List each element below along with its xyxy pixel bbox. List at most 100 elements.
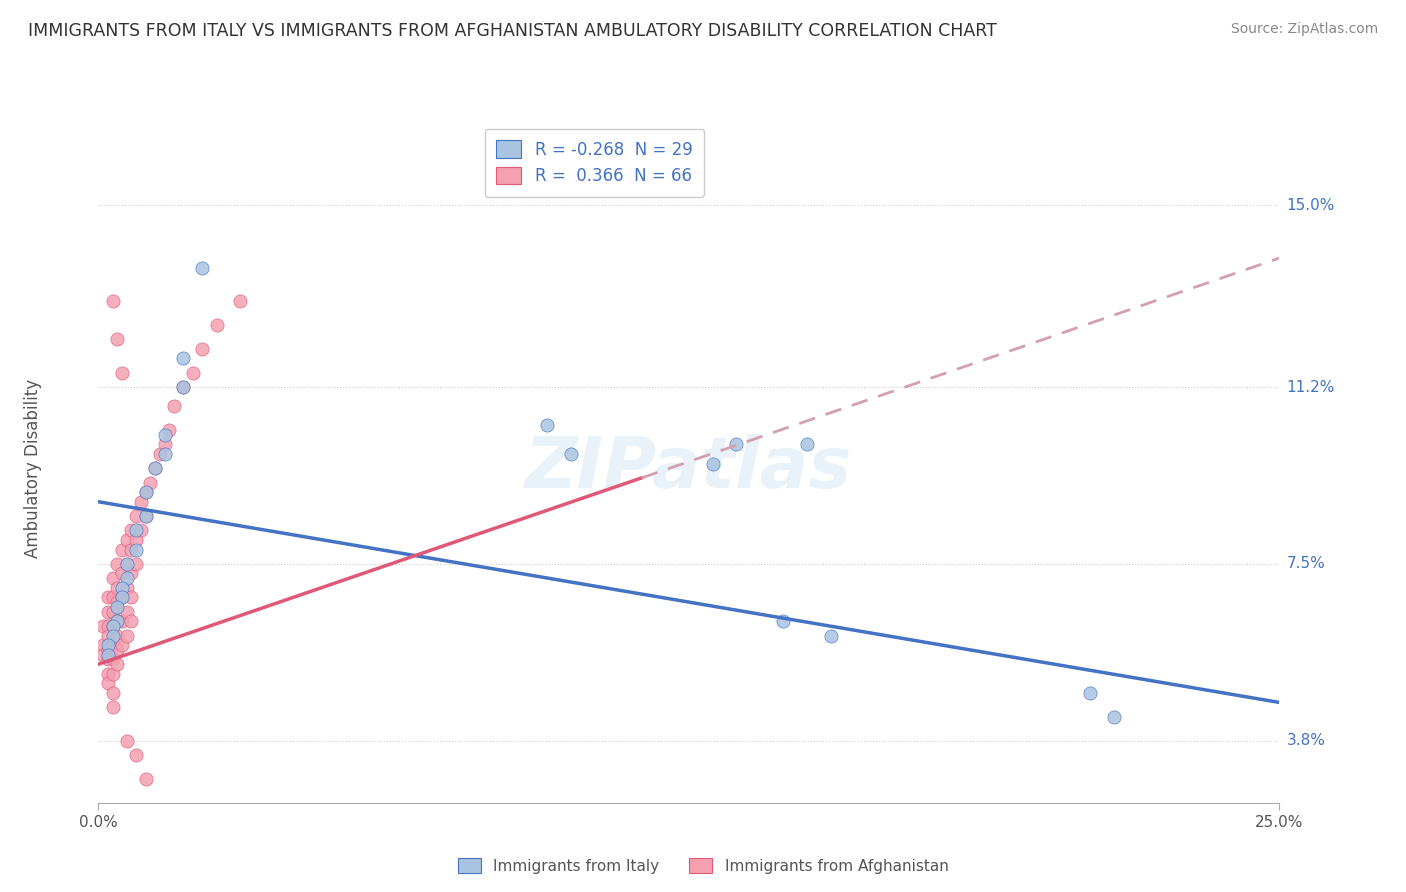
Legend: R = -0.268  N = 29, R =  0.366  N = 66: R = -0.268 N = 29, R = 0.366 N = 66	[485, 128, 704, 197]
Point	[1080, 686, 1102, 700]
Point	[105, 599, 128, 614]
Point	[115, 733, 138, 747]
Point	[101, 619, 124, 633]
Point	[820, 628, 842, 642]
Legend: Immigrants from Italy, Immigrants from Afghanistan: Immigrants from Italy, Immigrants from A…	[451, 852, 955, 880]
Point	[101, 619, 124, 633]
Text: Ambulatory Disability: Ambulatory Disability	[24, 379, 42, 558]
Point	[135, 485, 157, 500]
Point	[105, 595, 128, 609]
Text: IMMIGRANTS FROM ITALY VS IMMIGRANTS FROM AFGHANISTAN AMBULATORY DISABILITY CORRE: IMMIGRANTS FROM ITALY VS IMMIGRANTS FROM…	[28, 22, 997, 40]
Point	[191, 260, 214, 275]
Point	[105, 581, 128, 595]
Point	[163, 399, 186, 413]
Point	[135, 772, 157, 786]
Point	[121, 591, 143, 605]
Point	[101, 652, 124, 666]
Point	[115, 557, 138, 571]
Text: 11.2%: 11.2%	[1286, 380, 1334, 394]
Point	[125, 524, 148, 538]
Point	[121, 542, 143, 557]
Point	[105, 614, 128, 628]
Text: 15.0%: 15.0%	[1286, 198, 1334, 213]
Point	[105, 628, 128, 642]
Point	[135, 485, 157, 500]
Text: ZIPatlas: ZIPatlas	[526, 434, 852, 503]
Point	[101, 638, 124, 652]
Point	[143, 461, 166, 475]
Point	[702, 457, 724, 471]
Point	[229, 294, 252, 309]
Point	[115, 557, 138, 571]
Point	[97, 666, 120, 681]
Point	[91, 648, 114, 662]
Point	[121, 614, 143, 628]
Point	[97, 648, 120, 662]
Point	[172, 380, 194, 394]
Point	[125, 509, 148, 524]
Point	[191, 342, 214, 356]
Point	[97, 605, 120, 619]
Point	[111, 591, 134, 605]
Point	[115, 533, 138, 547]
Point	[139, 475, 162, 490]
Point	[111, 566, 134, 581]
Point	[115, 571, 138, 585]
Point	[172, 380, 194, 394]
Point	[153, 447, 176, 461]
Point	[129, 494, 152, 508]
Point	[181, 366, 204, 380]
Point	[105, 614, 128, 628]
Point	[205, 318, 228, 332]
Point	[536, 418, 558, 433]
Point	[101, 666, 124, 681]
Point	[157, 423, 180, 437]
Point	[111, 542, 134, 557]
Text: Source: ZipAtlas.com: Source: ZipAtlas.com	[1230, 22, 1378, 37]
Point	[121, 566, 143, 581]
Point	[91, 619, 114, 633]
Point	[101, 571, 124, 585]
Point	[125, 533, 148, 547]
Point	[101, 700, 124, 714]
Point	[796, 437, 818, 451]
Point	[97, 591, 120, 605]
Point	[115, 581, 138, 595]
Point	[125, 557, 148, 571]
Point	[1102, 710, 1125, 724]
Point	[125, 542, 148, 557]
Point	[172, 351, 194, 366]
Point	[97, 676, 120, 690]
Point	[111, 366, 134, 380]
Point	[135, 509, 157, 524]
Point	[105, 657, 128, 672]
Point	[115, 605, 138, 619]
Point	[149, 447, 172, 461]
Point	[129, 524, 152, 538]
Point	[111, 591, 134, 605]
Text: 3.8%: 3.8%	[1286, 733, 1326, 748]
Point	[97, 619, 120, 633]
Point	[97, 638, 120, 652]
Point	[105, 643, 128, 657]
Point	[101, 294, 124, 309]
Point	[772, 614, 794, 628]
Point	[121, 524, 143, 538]
Point	[125, 747, 148, 762]
Point	[91, 638, 114, 652]
Point	[101, 686, 124, 700]
Point	[135, 509, 157, 524]
Point	[101, 628, 124, 642]
Point	[111, 581, 134, 595]
Point	[101, 605, 124, 619]
Point	[115, 628, 138, 642]
Point	[105, 557, 128, 571]
Text: 7.5%: 7.5%	[1286, 557, 1326, 572]
Point	[143, 461, 166, 475]
Point	[725, 437, 748, 451]
Point	[111, 614, 134, 628]
Point	[111, 638, 134, 652]
Point	[101, 591, 124, 605]
Point	[97, 643, 120, 657]
Point	[153, 437, 176, 451]
